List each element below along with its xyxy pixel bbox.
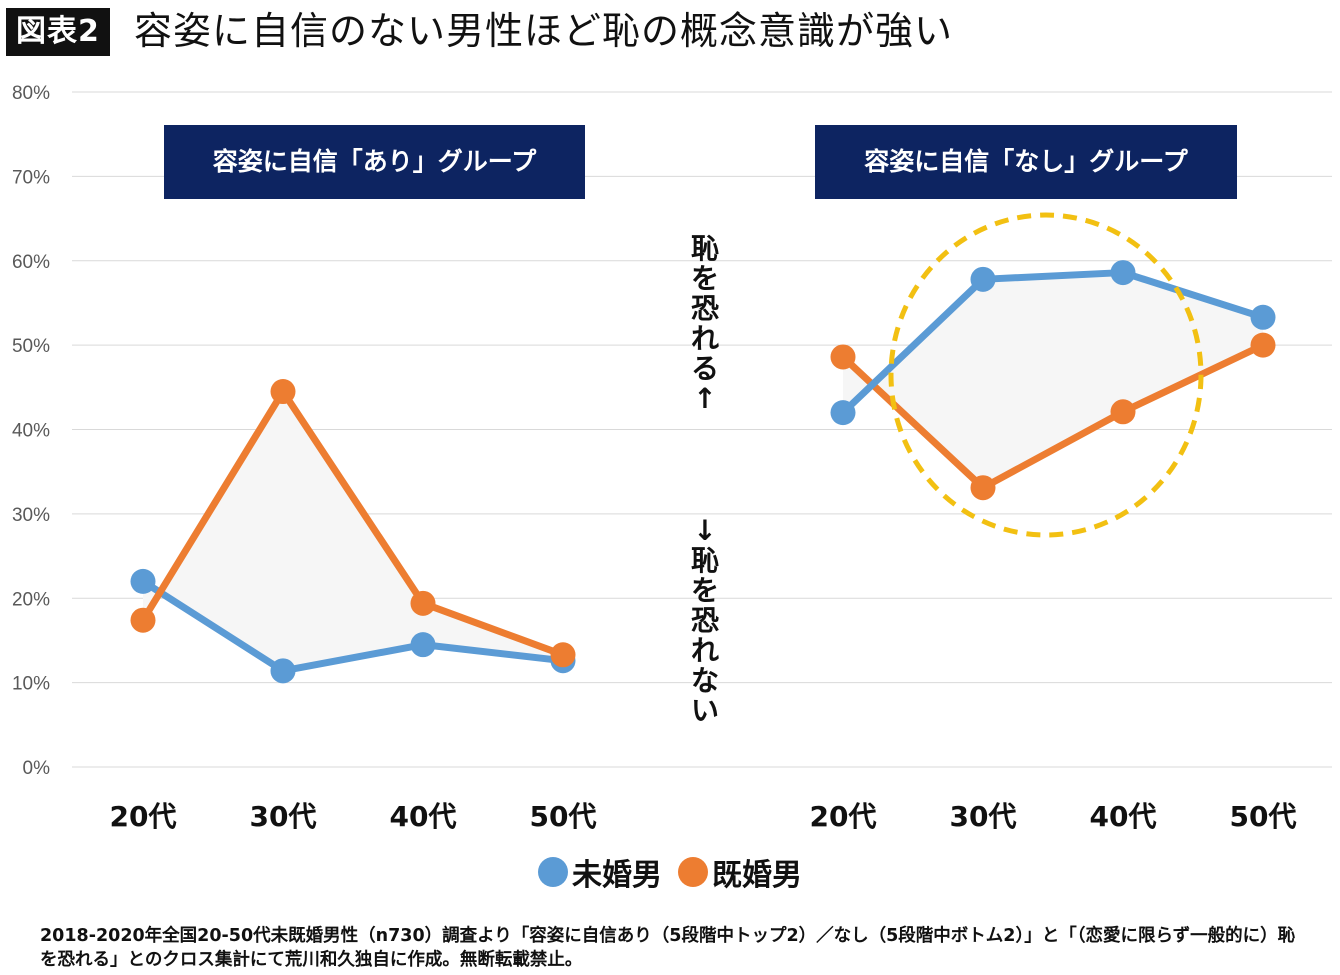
y-tick-label: 50% [12,336,50,357]
data-point-unmarried [970,266,996,292]
group-box-confident: 容姿に自信「あり」グループ [164,125,585,199]
series-line-unmarried [139,577,567,675]
x-tick-label: 20代 [810,800,877,833]
y-tick-label: 70% [12,167,50,188]
page-title: 容姿に自信のない男性ほど恥の概念意識が強い [134,9,954,53]
x-tick-label: 20代 [110,800,177,833]
highlight [888,212,1204,538]
y-tick-label: 40% [12,421,50,442]
annotation-char: ↓ [693,514,717,547]
annotation-char: れ [690,634,719,667]
annotation-char: い [690,694,719,727]
data-point-married [1110,399,1136,425]
data-point-married [550,642,576,668]
x-tick-label: 30代 [950,800,1017,833]
annotation-char: 恐 [690,604,719,637]
annotation-char: を [690,262,719,295]
annotation-char: 恥 [690,544,719,577]
annotation-char: ↑ [693,382,717,415]
series-line-married [839,341,1267,492]
y-tick-label: 60% [12,252,50,273]
legend-dot-married [678,857,708,887]
data-point-unmarried [1250,304,1276,330]
data-point-married [1250,332,1276,358]
data-point-unmarried [1110,260,1136,286]
x-tick-label: 50代 [1230,800,1297,833]
footnote: 2018-2020年全国20-50代未既婚男性（n730）調査より「容姿に自信あ… [40,926,1296,970]
x-tick-label: 40代 [1090,800,1157,833]
y-tick-label: 80% [12,83,50,104]
data-point-unmarried [830,400,856,426]
x-tick-label: 50代 [530,800,597,833]
data-point-unmarried [270,658,296,684]
figure-tag: 図表2 [6,8,110,56]
annotation-fear-shame: 恥を恐れる ↑ [687,234,723,414]
annotation-char: る [690,352,719,385]
y-axis: 0% 10% 20% 30% 40% 50% 60% 70% 80% [12,83,50,779]
legend: 未婚男 既婚男 [0,850,1340,894]
annotation-char: 恥 [690,232,719,265]
highlight-circle [888,212,1204,538]
data-point-unmarried [130,568,156,594]
x-tick-label: 40代 [390,800,457,833]
legend-item-unmarried: 未婚男 [538,850,662,894]
x-tick-label: 30代 [250,800,317,833]
data-point-married [270,379,296,405]
y-tick-label: 10% [12,674,50,695]
annotation-char: な [690,664,719,697]
series-lines [130,260,1276,684]
y-tick-label: 0% [23,758,51,779]
annotation-char: を [690,574,719,607]
data-point-married [970,475,996,501]
annotation-char: 恐 [690,292,719,325]
data-point-married [830,344,856,370]
difference-area [143,391,563,671]
annotation-no-fear-shame: ↓ 恥を恐れない [687,516,723,726]
legend-label-unmarried: 未婚男 [572,858,662,893]
y-tick-label: 30% [12,505,50,526]
difference-fills [143,272,1263,671]
difference-area [843,272,1263,488]
legend-label-married: 既婚男 [712,858,802,893]
series-line-unmarried [839,269,1267,417]
x-axis: 20代 30代 40代 50代 20代 30代 40代 50代 [110,800,1297,833]
annotation-char: れ [690,322,719,355]
data-point-unmarried [410,632,436,658]
series-line-married [139,388,567,659]
data-point-married [130,607,156,633]
y-tick-label: 20% [12,589,50,610]
group-box-not-confident: 容姿に自信「なし」グループ [815,125,1237,199]
legend-dot-unmarried [538,857,568,887]
legend-item-married: 既婚男 [678,850,802,894]
data-point-married [410,590,436,616]
